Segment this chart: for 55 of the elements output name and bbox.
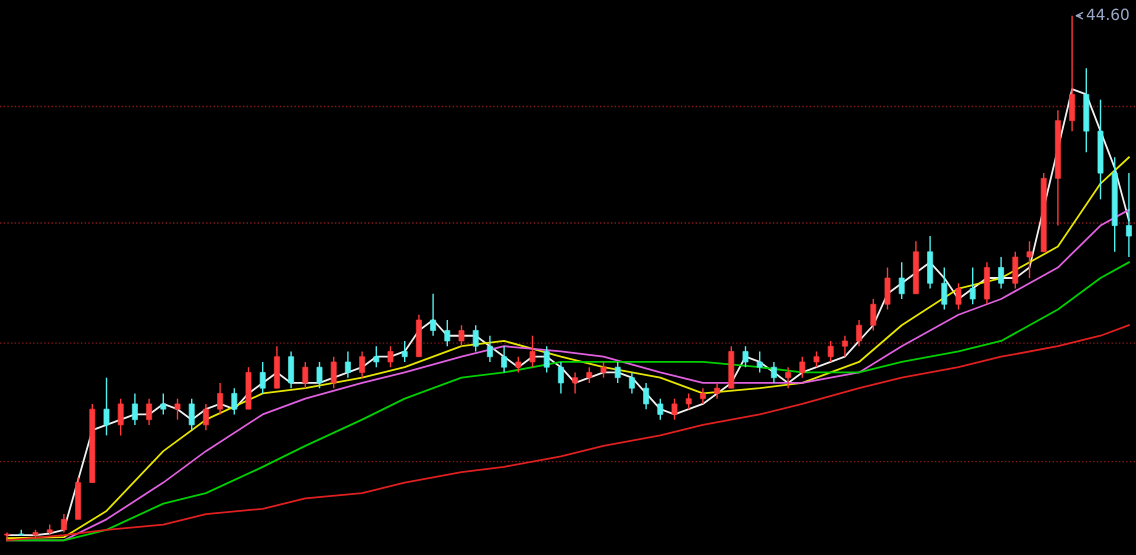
- candlestick: [401, 340, 408, 363]
- candlestick: [799, 356, 806, 379]
- candlestick: [827, 340, 834, 363]
- candlestick: [217, 382, 224, 416]
- candlestick: [387, 345, 394, 368]
- candlestick: [856, 319, 863, 347]
- candlestick: [785, 366, 792, 389]
- candlestick: [174, 397, 181, 421]
- candlestick: [941, 266, 948, 311]
- candlestick: [841, 335, 848, 358]
- candlestick: [117, 397, 124, 437]
- candlestick: [657, 397, 664, 421]
- candlestick: [969, 266, 976, 305]
- candlestick: [770, 361, 777, 384]
- candlestick: [458, 324, 465, 347]
- candlestick: [202, 403, 209, 431]
- candlestick: [501, 345, 508, 374]
- candlestick: [486, 335, 493, 363]
- candlestick: [430, 293, 437, 337]
- candlestick: [714, 382, 721, 400]
- candlestick: [628, 371, 635, 395]
- candlestick: [259, 361, 266, 395]
- candlestick: [4, 531, 11, 542]
- candlestick: [671, 397, 678, 421]
- candlestick: [756, 350, 763, 374]
- candlestick: [1125, 172, 1132, 258]
- candlestick: [316, 361, 323, 389]
- candlestick: [543, 345, 550, 374]
- candlestick: [344, 350, 351, 379]
- candlestick: [472, 324, 479, 353]
- candlestick: [103, 376, 110, 437]
- candlestick: [60, 513, 67, 534]
- candlestick: [742, 345, 749, 368]
- candlestick: [160, 392, 167, 416]
- candlestick: [643, 382, 650, 410]
- candlestick: [529, 335, 536, 368]
- candlestick: [998, 256, 1005, 290]
- candlestick: [955, 282, 962, 311]
- candlestick: [444, 319, 451, 347]
- candlestick: [373, 345, 380, 368]
- candlestick: [699, 387, 706, 405]
- candlestick: [131, 392, 138, 426]
- candlestick: [146, 397, 153, 426]
- candlestick: [898, 261, 905, 300]
- candlestick: [557, 361, 564, 395]
- candlestick: [870, 298, 877, 332]
- candlestick: [1026, 240, 1033, 279]
- candlestick: [302, 361, 309, 389]
- candlestick: [330, 356, 337, 389]
- candlestick: [572, 371, 579, 395]
- candlestick: [188, 397, 195, 431]
- candlestick: [359, 350, 366, 379]
- candlestick: [614, 361, 621, 384]
- annotation: 44.60: [1086, 8, 1129, 21]
- candlestick: [231, 387, 238, 416]
